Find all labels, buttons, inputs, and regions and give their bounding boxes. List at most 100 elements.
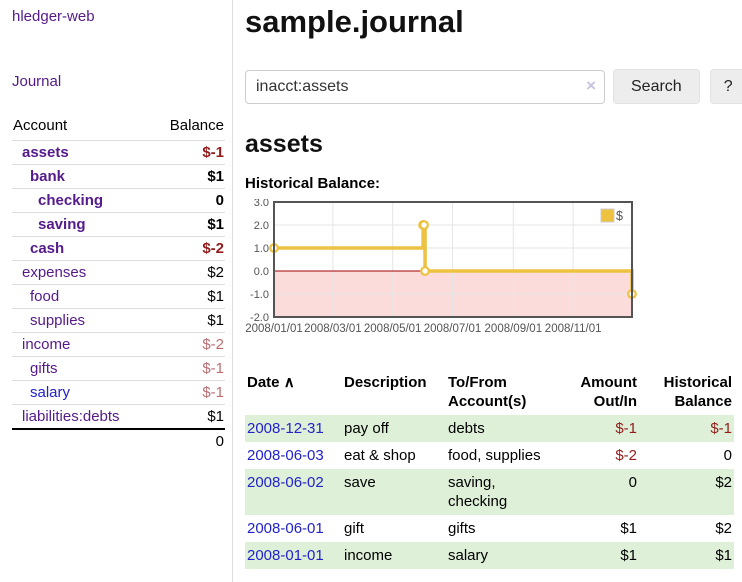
account-link-liabilities-debts[interactable]: liabilities:debts	[22, 408, 120, 425]
account-balance: $-2	[152, 236, 225, 261]
sort-ascending-icon: ∧	[283, 374, 295, 391]
register-row: 2008-06-02 save saving, checking 0 $2	[245, 469, 734, 515]
search-button[interactable]: Search	[613, 69, 700, 104]
account-link-checking[interactable]: checking	[38, 192, 104, 209]
svg-text:2008/05/01: 2008/05/01	[364, 323, 422, 335]
search-box: ×	[245, 69, 605, 104]
search-row: × Search ?	[245, 69, 742, 104]
svg-text:-2.0: -2.0	[250, 312, 269, 324]
account-balance: $-1	[152, 140, 225, 165]
transaction-description: eat & shop	[344, 447, 416, 464]
transaction-amount: $1	[620, 520, 637, 537]
account-balance: $1	[152, 284, 225, 309]
main-content: sample.journal × Search ? assets Histori…	[233, 0, 742, 582]
account-balance: $1	[152, 212, 225, 237]
register-row: 2008-12-31 pay off debts $-1 $-1	[245, 415, 734, 442]
chart-title: Historical Balance:	[245, 175, 381, 192]
account-link-saving[interactable]: saving	[38, 216, 86, 233]
transaction-date-cell: 2008-12-31	[245, 415, 342, 442]
transaction-description: save	[344, 474, 376, 491]
accounts-table: Account Balance assets $-1 bank $1 checking 0…	[12, 113, 225, 453]
transaction-accounts: debts	[448, 420, 485, 437]
account-row: income $-2	[12, 332, 225, 357]
transaction-accounts: gifts	[448, 520, 476, 537]
transaction-balance: $2	[715, 474, 732, 491]
svg-text:2008/01/01: 2008/01/01	[245, 323, 303, 335]
account-balance: $-1	[152, 380, 225, 405]
transaction-amount: $-2	[615, 447, 637, 464]
transaction-accounts: saving, checking	[448, 474, 508, 510]
register-header-accounts: To/From Account(s)	[448, 374, 527, 410]
transaction-date-link[interactable]: 2008-06-03	[247, 447, 324, 464]
accounts-header-balance: Balance	[169, 117, 224, 134]
nav-journal: Journal	[12, 73, 225, 91]
account-link-assets[interactable]: assets	[22, 144, 69, 161]
account-row: assets $-1	[12, 140, 225, 165]
account-link-bank[interactable]: bank	[30, 168, 66, 185]
page-title: sample.journal	[245, 4, 464, 39]
account-row: expenses $2	[12, 260, 225, 285]
app-title-link[interactable]: hledger-web	[12, 8, 95, 25]
account-link-cash[interactable]: cash	[30, 240, 65, 257]
transaction-description: gift	[344, 520, 365, 537]
journal-link[interactable]: Journal	[12, 73, 62, 90]
account-row: salary $-1	[12, 380, 225, 405]
help-button[interactable]: ?	[709, 69, 742, 104]
register-row: 2008-06-01 gift gifts $1 $2	[245, 515, 734, 542]
account-link-supplies[interactable]: supplies	[30, 312, 86, 329]
account-link-gifts[interactable]: gifts	[30, 360, 58, 377]
svg-text:2.0: 2.0	[254, 220, 269, 232]
svg-text:3.0: 3.0	[254, 199, 269, 209]
transaction-date-cell: 2008-06-02	[245, 469, 342, 515]
transaction-accounts: salary	[448, 547, 489, 564]
clear-search-icon[interactable]: ×	[586, 75, 596, 95]
transaction-accounts: food, supplies	[448, 447, 541, 464]
transaction-date-link[interactable]: 2008-06-01	[247, 520, 324, 537]
svg-text:0.0: 0.0	[254, 266, 269, 278]
register-row: 2008-06-03 eat & shop food, supplies $-2 0	[245, 442, 734, 469]
svg-text:2008/09/01: 2008/09/01	[485, 323, 543, 335]
transaction-balance: $2	[715, 520, 732, 537]
account-row: supplies $1	[12, 308, 225, 333]
transaction-amount: $1	[620, 547, 637, 564]
transaction-balance: $-1	[710, 420, 732, 437]
transaction-balance: 0	[723, 447, 732, 464]
svg-text:2008/11/01: 2008/11/01	[545, 323, 602, 335]
account-link-food[interactable]: food	[30, 288, 60, 305]
transaction-description: pay off	[344, 420, 389, 437]
account-row: saving $1	[12, 212, 225, 237]
account-link-income[interactable]: income	[22, 336, 71, 353]
register-header-date[interactable]: Date ∧	[247, 374, 295, 391]
transaction-amount: $-1	[615, 420, 637, 437]
account-link-expenses[interactable]: expenses	[22, 264, 87, 281]
account-row: bank $1	[12, 164, 225, 189]
account-balance: 0	[152, 188, 225, 213]
account-link-salary[interactable]: salary	[30, 384, 71, 401]
account-row: liabilities:debts $1	[12, 404, 225, 429]
account-row: gifts $-1	[12, 356, 225, 381]
transaction-date-link[interactable]: 2008-12-31	[247, 420, 324, 437]
svg-text:1.0: 1.0	[254, 243, 269, 255]
account-balance: $1	[152, 308, 225, 333]
svg-text:2008/07/01: 2008/07/01	[424, 323, 482, 335]
account-balance: $1	[152, 164, 225, 189]
account-row: food $1	[12, 284, 225, 309]
transaction-balance: $1	[715, 547, 732, 564]
transaction-date-cell: 2008-06-03	[245, 442, 342, 469]
transaction-amount: 0	[628, 474, 637, 491]
transaction-description: income	[344, 547, 393, 564]
svg-text:2008/03/01: 2008/03/01	[304, 323, 362, 335]
svg-text:-1.0: -1.0	[250, 289, 269, 301]
transaction-date-link[interactable]: 2008-01-01	[247, 547, 324, 564]
account-balance: $-1	[152, 356, 225, 381]
accounts-header-account: Account	[13, 117, 68, 134]
register-row: 2008-01-01 income salary $1 $1	[245, 542, 734, 569]
transaction-date-cell: 2008-01-01	[245, 542, 342, 569]
accounts-total-value: 0	[152, 428, 225, 453]
transaction-date-link[interactable]: 2008-06-02	[247, 474, 324, 491]
svg-text:$: $	[616, 209, 623, 223]
search-input[interactable]	[245, 69, 605, 104]
register-header-amount: Amount Out/In	[580, 374, 637, 410]
